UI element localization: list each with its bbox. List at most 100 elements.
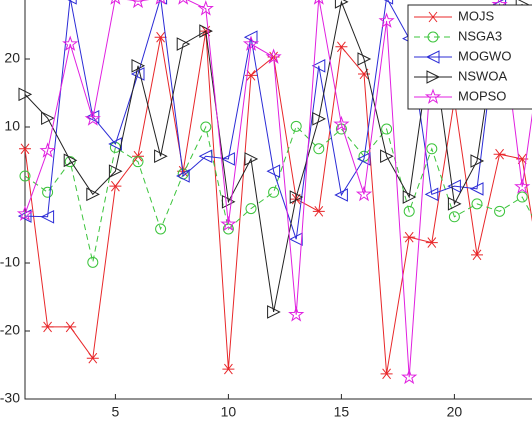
marker	[267, 305, 281, 319]
marker	[424, 187, 439, 202]
marker	[110, 0, 121, 5]
y-tick-label: -30	[0, 390, 20, 406]
marker	[313, 143, 325, 155]
marker	[67, 0, 77, 5]
marker	[155, 223, 167, 235]
marker	[313, 0, 324, 5]
marker	[471, 249, 483, 261]
marker	[221, 152, 235, 166]
marker	[87, 256, 99, 268]
marker	[245, 203, 257, 215]
marker	[426, 70, 441, 84]
marker	[383, 0, 394, 5]
marker	[334, 0, 349, 9]
y-tick-label: 10	[4, 118, 20, 134]
marker	[39, 142, 56, 158]
marker	[16, 205, 34, 221]
marker	[220, 215, 237, 232]
marker	[312, 112, 326, 126]
marker	[18, 87, 33, 102]
x-tick-label: 10	[221, 404, 237, 420]
marker	[131, 58, 146, 73]
marker	[378, 12, 395, 28]
marker	[222, 363, 235, 375]
marker	[19, 170, 31, 182]
x-tick-label: 20	[447, 404, 463, 420]
marker	[268, 186, 280, 198]
marker	[333, 115, 350, 132]
marker	[290, 120, 302, 132]
marker	[242, 35, 260, 51]
marker	[471, 198, 483, 210]
y-tick-label: -20	[0, 322, 20, 338]
marker	[425, 50, 440, 64]
marker	[402, 190, 417, 204]
marker	[266, 164, 281, 179]
marker	[514, 178, 531, 194]
marker	[427, 31, 439, 43]
marker	[109, 180, 122, 192]
marker	[380, 149, 394, 164]
marker	[42, 186, 54, 198]
marker	[447, 179, 461, 193]
legend-label: MOJS	[458, 8, 494, 23]
legend-label: NSGA3	[458, 28, 502, 43]
marker	[312, 206, 325, 217]
y-tick-label: 20	[4, 50, 20, 66]
marker	[355, 185, 373, 202]
marker	[426, 143, 438, 155]
marker	[288, 306, 305, 322]
marker	[41, 321, 54, 333]
marker	[64, 321, 77, 333]
marker	[424, 88, 442, 104]
marker	[403, 231, 416, 243]
marker	[335, 41, 348, 53]
marker	[243, 30, 258, 45]
marker	[425, 237, 438, 248]
marker	[199, 24, 213, 38]
marker	[155, 0, 166, 5]
marker	[200, 121, 212, 133]
marker	[40, 209, 55, 224]
marker	[469, 182, 484, 196]
marker	[493, 148, 506, 160]
series-line	[24, 0, 532, 313]
marker	[381, 123, 393, 135]
marker	[265, 48, 282, 64]
series-line	[24, 125, 532, 263]
legend-label: MOPSO	[458, 88, 506, 103]
marker	[516, 191, 528, 203]
marker	[131, 0, 145, 9]
marker	[64, 156, 76, 168]
marker	[154, 31, 167, 43]
marker	[357, 52, 372, 66]
marker	[63, 153, 78, 168]
marker	[289, 232, 303, 247]
marker	[154, 149, 168, 164]
marker	[244, 152, 259, 166]
marker	[197, 0, 214, 16]
marker	[84, 110, 101, 126]
marker	[401, 368, 418, 385]
marker	[289, 190, 304, 204]
marker	[132, 156, 144, 168]
marker	[448, 211, 460, 223]
marker	[311, 58, 326, 73]
marker	[130, 67, 145, 81]
marker	[380, 368, 393, 380]
marker	[356, 152, 371, 166]
marker	[494, 205, 506, 217]
marker	[403, 205, 415, 217]
marker	[176, 169, 190, 183]
marker	[334, 188, 348, 202]
legend-label: NSWOA	[458, 68, 507, 83]
legend: MOJS NSGA3 MOGWO NSWOA MOPSO	[407, 4, 532, 110]
marker	[198, 149, 213, 164]
x-tick-label: 15	[334, 404, 350, 420]
marker	[427, 11, 439, 23]
x-tick-label: 5	[112, 404, 120, 420]
marker	[447, 197, 462, 211]
marker	[62, 35, 79, 51]
marker	[108, 164, 123, 179]
